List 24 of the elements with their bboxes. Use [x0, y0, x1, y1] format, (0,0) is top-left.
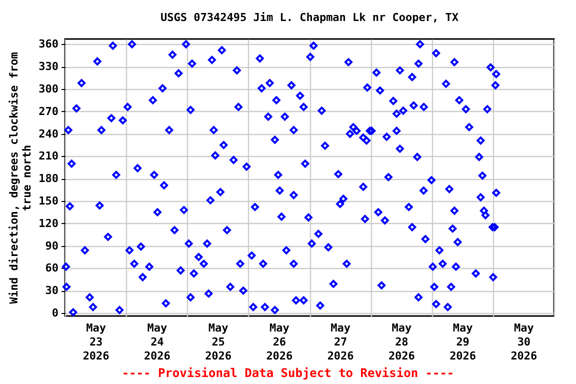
y-tick-label: 120: [38, 216, 58, 230]
y-tick-label: 240: [38, 127, 58, 140]
y-tick-label: 330: [38, 60, 58, 74]
chart-title: USGS 07342495 Jim L. Chapman Lk nr Cooper, TX: [160, 11, 459, 24]
text: ---- Provisional Data Subject to Revision ----: [120, 366, 456, 380]
x-tick-label: May 28 2026: [388, 322, 416, 362]
y-tick-label: 0: [52, 306, 58, 320]
y-axis-title: Wind direction, degrees clockwise from true north: [8, 52, 34, 304]
x-tick-label: May 30 2026: [510, 322, 538, 362]
x-tick-label: May 27 2026: [327, 322, 354, 362]
y-tick-label: 60: [45, 262, 58, 275]
x-tick-label: May 23 2026: [82, 322, 110, 362]
x-tick-label: May 25 2026: [205, 322, 232, 362]
y-tick-label: 270: [38, 104, 58, 118]
x-tick-label: May 24 2026: [144, 322, 171, 362]
y-tick-label: 360: [38, 38, 58, 51]
y-tick-label: 30: [45, 284, 58, 298]
y-tick-label: 300: [38, 82, 58, 96]
x-tick-label: May 29 2026: [450, 322, 476, 362]
y-tick-label: 90: [45, 239, 58, 252]
y-tick-label: 150: [38, 194, 58, 208]
y-tick-label: 180: [38, 172, 58, 186]
y-tick-label: 210: [38, 150, 58, 163]
x-tick-label: May 26 2026: [266, 322, 294, 362]
